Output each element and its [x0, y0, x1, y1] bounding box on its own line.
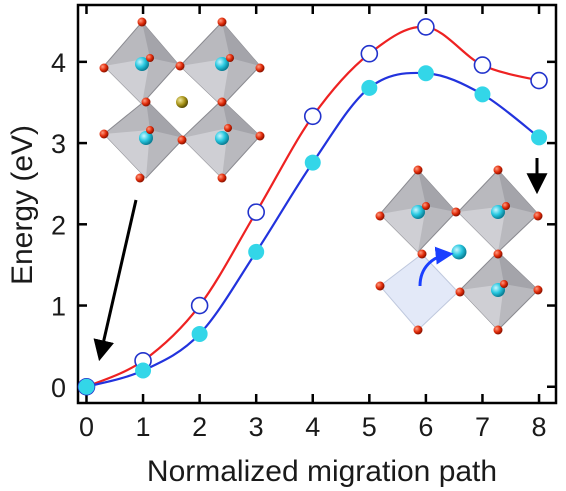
- x-tick-label: 0: [79, 412, 94, 442]
- series-2-point: [191, 325, 208, 342]
- initial-state-arrow: [93, 199, 138, 362]
- y-tick-label: 0: [51, 373, 66, 403]
- y-tick-label: 1: [51, 292, 66, 322]
- series-2-point: [248, 243, 265, 260]
- empty-octahedron: [379, 253, 459, 331]
- oxygen-atoms: [99, 17, 265, 183]
- tick-labels: 0 1 2 3 4 5 6 7 8 0 1 2 3 4: [51, 48, 547, 442]
- metal-atom: [139, 131, 153, 145]
- structure-inset-initial: [99, 17, 265, 183]
- axes-box: [76, 3, 558, 405]
- x-tick-label: 5: [362, 412, 377, 442]
- oxygen-atoms: [375, 165, 543, 335]
- interstitial-atom: [176, 96, 188, 108]
- series-2-point: [474, 86, 491, 103]
- migration-arrow: [418, 246, 454, 287]
- metal-atom: [411, 205, 425, 219]
- x-axis-title: Normalized migration path: [147, 455, 497, 488]
- x-tick-label: 2: [192, 412, 207, 442]
- x-tick-label: 8: [532, 412, 547, 442]
- series-layer: [77, 18, 548, 396]
- y-tick-label: 2: [51, 210, 66, 240]
- series-2-point: [78, 378, 95, 395]
- series-2-point: [417, 65, 434, 82]
- x-tick-label: 1: [136, 412, 151, 442]
- y-tick-label: 4: [51, 48, 66, 78]
- series-1-point: [247, 203, 265, 221]
- series-2-point: [361, 79, 378, 96]
- metal-atom: [215, 131, 229, 145]
- migrating-atom: [451, 244, 467, 260]
- series-2-point: [304, 154, 321, 171]
- series-2-point: [135, 362, 152, 379]
- metal-atom: [215, 57, 229, 71]
- y-axis-title: Energy (eV): [6, 125, 39, 285]
- series-2-point: [531, 129, 548, 146]
- x-tick-label: 6: [418, 412, 433, 442]
- series-1-point: [473, 56, 492, 74]
- series-1-point: [417, 18, 435, 36]
- x-tick-label: 3: [249, 412, 264, 442]
- axis-ticks: [78, 5, 556, 403]
- x-tick-label: 4: [305, 412, 320, 442]
- series-1-point: [303, 107, 322, 126]
- series-1-point: [190, 296, 209, 315]
- series-1-point: [360, 44, 379, 63]
- series-1-point: [530, 71, 548, 90]
- structure-inset-final: [375, 165, 543, 335]
- x-tick-label: 7: [475, 412, 490, 442]
- y-tick-label: 3: [51, 129, 66, 159]
- metal-atom: [491, 205, 505, 219]
- plot-frame: [76, 3, 558, 405]
- series-2-line: [86, 71, 540, 388]
- series-markers: [77, 18, 548, 396]
- metal-atom: [135, 57, 149, 71]
